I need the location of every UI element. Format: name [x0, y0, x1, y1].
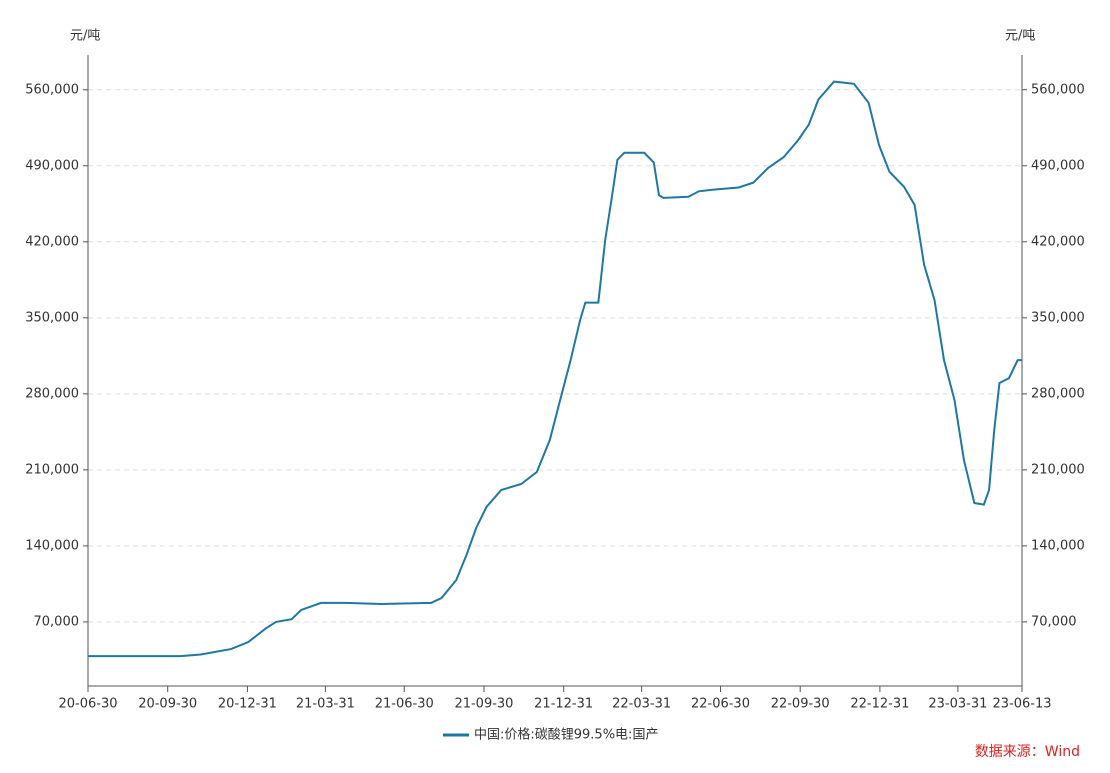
x-tick-label: 21-09-30	[454, 697, 513, 712]
x-tick-label: 21-12-31	[534, 697, 593, 712]
y-unit-label: 元/吨	[70, 29, 100, 44]
y2-tick-label: 70,000	[1031, 614, 1077, 629]
x-tick-label: 20-09-30	[138, 697, 197, 712]
y2-unit-label: 元/吨	[1005, 29, 1035, 44]
y-tick-label: 350,000	[25, 310, 79, 325]
y2-tick-label: 350,000	[1031, 310, 1085, 325]
y-tick-label: 70,000	[34, 614, 80, 629]
x-tick-label: 22-12-31	[850, 697, 909, 712]
y2-tick-label: 140,000	[1031, 538, 1085, 553]
y-tick-label: 280,000	[25, 386, 79, 401]
y2-tick-label: 280,000	[1031, 386, 1085, 401]
x-tick-label: 21-06-30	[375, 697, 434, 712]
x-tick-label: 23-06-13	[992, 697, 1051, 712]
data-line	[88, 80, 1022, 658]
x-tick-label: 20-12-31	[218, 697, 277, 712]
x-tick-label: 22-06-30	[691, 697, 750, 712]
x-tick-label: 23-03-31	[928, 697, 987, 712]
y2-tick-label: 560,000	[1031, 82, 1085, 97]
x-tick-label: 21-03-31	[296, 697, 355, 712]
y-tick-label: 560,000	[25, 82, 79, 97]
y2-tick-label: 210,000	[1031, 462, 1085, 477]
y-tick-label: 210,000	[25, 462, 79, 477]
x-tick-label: 22-09-30	[771, 697, 830, 712]
x-tick-label: 22-03-31	[612, 697, 671, 712]
y2-tick-label: 420,000	[1031, 234, 1085, 249]
y2-tick-label: 490,000	[1031, 158, 1085, 173]
y-tick-label: 420,000	[25, 234, 79, 249]
y-tick-label: 490,000	[25, 158, 79, 173]
legend-label: 中国:价格:碳酸锂99.5%电:国产	[474, 727, 658, 743]
y-tick-label: 140,000	[25, 538, 79, 553]
x-tick-label: 20-06-30	[58, 697, 117, 712]
source: 数据来源：Wind	[975, 744, 1080, 760]
